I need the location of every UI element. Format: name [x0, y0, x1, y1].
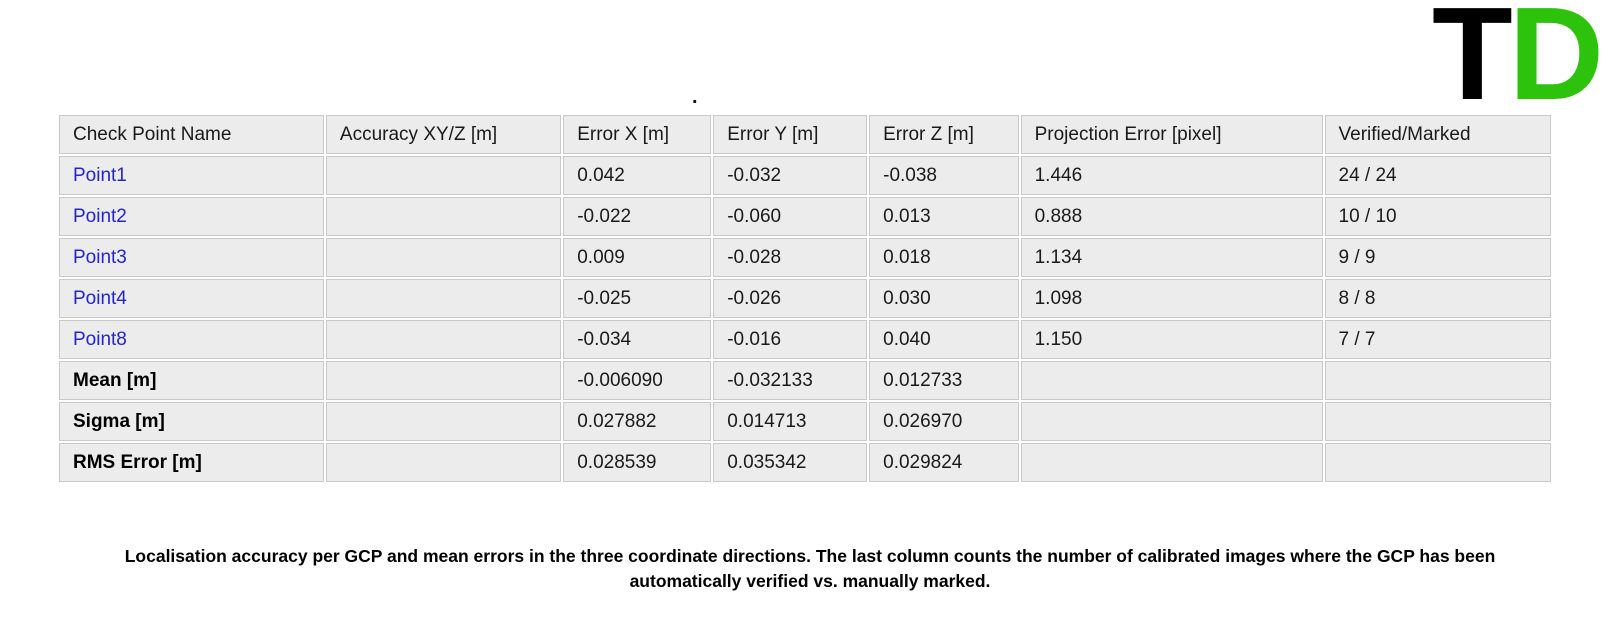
table-body: Point1 0.042 -0.032 -0.038 1.446 24 / 24 Point… — [59, 156, 1551, 482]
cell-verified-marked — [1324, 443, 1551, 482]
cell-error-y: -0.028 — [713, 238, 868, 277]
cell-error-z: 0.040 — [869, 320, 1019, 359]
cell-error-x: 0.027882 — [563, 402, 712, 441]
cell-name[interactable]: Point2 — [59, 197, 324, 236]
cell-error-y: -0.032133 — [713, 361, 868, 400]
cell-projection-error: 1.134 — [1020, 238, 1323, 277]
cell-verified-marked: 24 / 24 — [1324, 156, 1551, 195]
cell-error-y: 0.014713 — [713, 402, 868, 441]
cell-error-x: 0.009 — [563, 238, 712, 277]
cell-accuracy — [325, 402, 562, 441]
col-header-projection-error: Projection Error [pixel] — [1020, 115, 1323, 154]
table-row: RMS Error [m] 0.028539 0.035342 0.029824 — [59, 443, 1551, 482]
cell-projection-error — [1020, 361, 1323, 400]
cell-accuracy — [325, 279, 562, 318]
cell-name: Mean [m] — [59, 361, 324, 400]
cell-accuracy — [325, 156, 562, 195]
gcp-accuracy-table: Check Point Name Accuracy XY/Z [m] Error… — [57, 113, 1553, 484]
cell-name[interactable]: Point8 — [59, 320, 324, 359]
cell-name: RMS Error [m] — [59, 443, 324, 482]
cell-error-z: 0.029824 — [869, 443, 1019, 482]
logo-letter-t: T — [1432, 0, 1513, 127]
cell-accuracy — [325, 197, 562, 236]
col-header-error-x: Error X [m] — [563, 115, 712, 154]
table-caption: Localisation accuracy per GCP and mean e… — [124, 546, 1496, 591]
cell-error-x: -0.034 — [563, 320, 712, 359]
cell-name[interactable]: Point1 — [59, 156, 324, 195]
cell-name: Sigma [m] — [59, 402, 324, 441]
table-row: Mean [m] -0.006090 -0.032133 0.012733 — [59, 361, 1551, 400]
col-header-error-y: Error Y [m] — [713, 115, 868, 154]
cell-verified-marked — [1324, 402, 1551, 441]
cell-accuracy — [325, 361, 562, 400]
cell-projection-error: 1.150 — [1020, 320, 1323, 359]
col-header-accuracy: Accuracy XY/Z [m] — [325, 115, 562, 154]
cell-verified-marked: 9 / 9 — [1324, 238, 1551, 277]
col-header-check-point-name: Check Point Name — [59, 115, 324, 154]
table-row: Point8 -0.034 -0.016 0.040 1.150 7 / 7 — [59, 320, 1551, 359]
cell-verified-marked: 8 / 8 — [1324, 279, 1551, 318]
cell-error-y: -0.026 — [713, 279, 868, 318]
cell-error-z: -0.038 — [869, 156, 1019, 195]
cell-error-x: -0.006090 — [563, 361, 712, 400]
cell-projection-error: 1.446 — [1020, 156, 1323, 195]
cell-error-y: 0.035342 — [713, 443, 868, 482]
table-row: Point2 -0.022 -0.060 0.013 0.888 10 / 10 — [59, 197, 1551, 236]
cell-error-x: 0.028539 — [563, 443, 712, 482]
cell-error-y: -0.060 — [713, 197, 868, 236]
table-header-row: Check Point Name Accuracy XY/Z [m] Error… — [59, 115, 1551, 154]
cell-error-x: 0.042 — [563, 156, 712, 195]
cell-projection-error — [1020, 443, 1323, 482]
table-row: Point3 0.009 -0.028 0.018 1.134 9 / 9 — [59, 238, 1551, 277]
logo-letter-d: D — [1508, 0, 1604, 127]
cell-error-x: -0.022 — [563, 197, 712, 236]
col-header-error-z: Error Z [m] — [869, 115, 1019, 154]
cell-accuracy — [325, 320, 562, 359]
cell-error-z: 0.018 — [869, 238, 1019, 277]
cell-error-z: 0.013 — [869, 197, 1019, 236]
cell-error-y: -0.016 — [713, 320, 868, 359]
cell-error-z: 0.026970 — [869, 402, 1019, 441]
table-row: Point4 -0.025 -0.026 0.030 1.098 8 / 8 — [59, 279, 1551, 318]
cell-accuracy — [325, 238, 562, 277]
cell-verified-marked: 10 / 10 — [1324, 197, 1551, 236]
table-row: Sigma [m] 0.027882 0.014713 0.026970 — [59, 402, 1551, 441]
cell-projection-error: 0.888 — [1020, 197, 1323, 236]
cell-error-y: -0.032 — [713, 156, 868, 195]
cell-projection-error — [1020, 402, 1323, 441]
col-header-verified-marked: Verified/Marked — [1324, 115, 1551, 154]
logo: TD — [1432, 0, 1604, 120]
cell-name[interactable]: Point3 — [59, 238, 324, 277]
cell-verified-marked — [1324, 361, 1551, 400]
cell-projection-error: 1.098 — [1020, 279, 1323, 318]
cell-name[interactable]: Point4 — [59, 279, 324, 318]
caption-container: Localisation accuracy per GCP and mean e… — [0, 544, 1620, 594]
stray-dot: . — [692, 86, 698, 108]
cell-verified-marked: 7 / 7 — [1324, 320, 1551, 359]
cell-error-z: 0.012733 — [869, 361, 1019, 400]
cell-error-z: 0.030 — [869, 279, 1019, 318]
cell-accuracy — [325, 443, 562, 482]
cell-error-x: -0.025 — [563, 279, 712, 318]
table-row: Point1 0.042 -0.032 -0.038 1.446 24 / 24 — [59, 156, 1551, 195]
